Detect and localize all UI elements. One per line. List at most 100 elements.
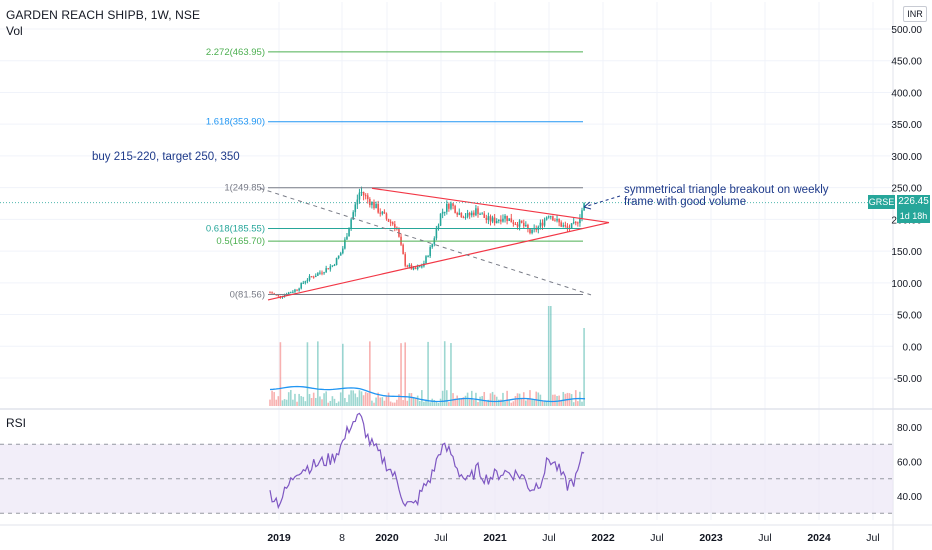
triangle-upper-line	[371, 187, 610, 224]
candle-body	[564, 225, 567, 227]
volume-bar	[312, 392, 315, 406]
candle-body	[556, 218, 558, 221]
volume-bar	[510, 402, 513, 406]
candle-body	[356, 199, 359, 205]
candle-body	[450, 203, 452, 209]
volume-bar	[446, 390, 448, 406]
rsi-tick-label: 80.00	[897, 423, 922, 434]
volume-bar	[448, 402, 450, 406]
candle-body	[541, 222, 544, 226]
volume-bar	[302, 396, 305, 406]
candle-body	[342, 248, 344, 254]
candle-body	[427, 256, 429, 258]
candle-body	[302, 282, 305, 284]
volume-bar	[537, 392, 540, 406]
volume-bar	[350, 390, 352, 406]
currency-button[interactable]: INR	[903, 6, 927, 22]
rsi-line	[269, 412, 585, 510]
candle-body	[460, 212, 463, 218]
volume-bar	[356, 397, 359, 406]
volume-bar	[456, 395, 458, 406]
candle-body	[539, 222, 542, 227]
volume-bar	[308, 394, 311, 406]
fib-level-label: 2.272(463.95)	[206, 47, 265, 58]
volume-bar	[421, 390, 423, 406]
volume-bar	[375, 397, 377, 406]
volume-bar	[418, 401, 421, 406]
volume-bar	[487, 399, 490, 406]
candle-body	[362, 192, 365, 196]
candle-body	[500, 219, 502, 222]
candle-body	[462, 217, 465, 219]
drawings: 2.272(463.95) 1.618(353.90) 1(249.85) 0.618…	[0, 47, 893, 403]
volume-bar	[327, 402, 330, 406]
volume-bar	[468, 399, 471, 406]
rsi-tick-label: 40.00	[897, 492, 922, 503]
candle-body	[535, 228, 538, 230]
volume-bar	[412, 398, 415, 406]
volume-bar	[373, 402, 375, 406]
candle-body	[514, 224, 517, 226]
time-tick-label: 2021	[483, 532, 507, 544]
volume-bar	[366, 392, 369, 406]
volume-bar	[504, 401, 506, 406]
volume-bar	[377, 392, 379, 406]
candle-body	[418, 266, 421, 268]
price-tick-label: 350.00	[891, 120, 922, 131]
price-tick-label: 500.00	[891, 25, 922, 36]
candle-body	[506, 215, 508, 221]
volume-bar	[562, 391, 565, 406]
volume-bar	[271, 390, 273, 406]
candle-body	[371, 202, 373, 206]
candle-body	[446, 203, 448, 212]
price-tick-label: 250.00	[891, 184, 922, 195]
candle-body	[529, 229, 531, 234]
candle-body	[308, 276, 311, 280]
volume-bar	[362, 395, 365, 406]
fib-level-label: 1(249.85)	[224, 183, 265, 194]
candle-body	[381, 211, 384, 214]
candle-body	[339, 253, 342, 256]
volume-bar	[427, 341, 429, 406]
volume-bar	[329, 400, 332, 406]
candle-body	[358, 192, 361, 200]
candle-body	[310, 276, 313, 278]
volume-bar	[483, 391, 486, 406]
candle-body	[464, 216, 467, 218]
candle-body	[493, 217, 496, 224]
volume-bar	[279, 342, 282, 406]
candle-body	[475, 208, 477, 216]
volume-bar	[450, 343, 452, 406]
candle-body	[574, 222, 577, 224]
candle-body	[283, 294, 286, 297]
candle-body	[292, 291, 294, 293]
volume-bar	[277, 396, 280, 406]
price-tag-countdown: 1d 18h	[897, 209, 930, 223]
annotation-arrow-head	[583, 201, 592, 210]
candle-body	[294, 289, 296, 292]
volume-bar	[344, 397, 346, 406]
candle-body	[287, 292, 290, 295]
price-axis: 500.00450.00400.00350.00300.00250.00200.…	[891, 25, 922, 503]
volume-bar	[477, 402, 479, 406]
buy-note: buy 215-220, target 250, 350	[92, 151, 240, 163]
volume-bar	[516, 393, 519, 406]
candle-body	[369, 198, 371, 206]
candle-body	[516, 224, 519, 227]
volume-bar	[406, 400, 409, 406]
volume-bar	[554, 394, 556, 406]
volume-bar	[454, 398, 456, 406]
candle-body	[448, 203, 450, 209]
candle-body	[387, 218, 390, 222]
volume-bar	[485, 401, 488, 406]
volume-bar	[310, 397, 313, 406]
price-tag-symbol: GRSE	[868, 195, 895, 209]
candle-body	[285, 294, 288, 296]
volume-bar	[498, 399, 500, 406]
volume-bar	[398, 394, 400, 406]
candle-body	[406, 265, 409, 267]
candle-body	[331, 265, 334, 267]
volume-bar	[335, 402, 338, 406]
volume-bar	[408, 393, 411, 406]
price-tag-value: 226.45	[897, 195, 930, 209]
